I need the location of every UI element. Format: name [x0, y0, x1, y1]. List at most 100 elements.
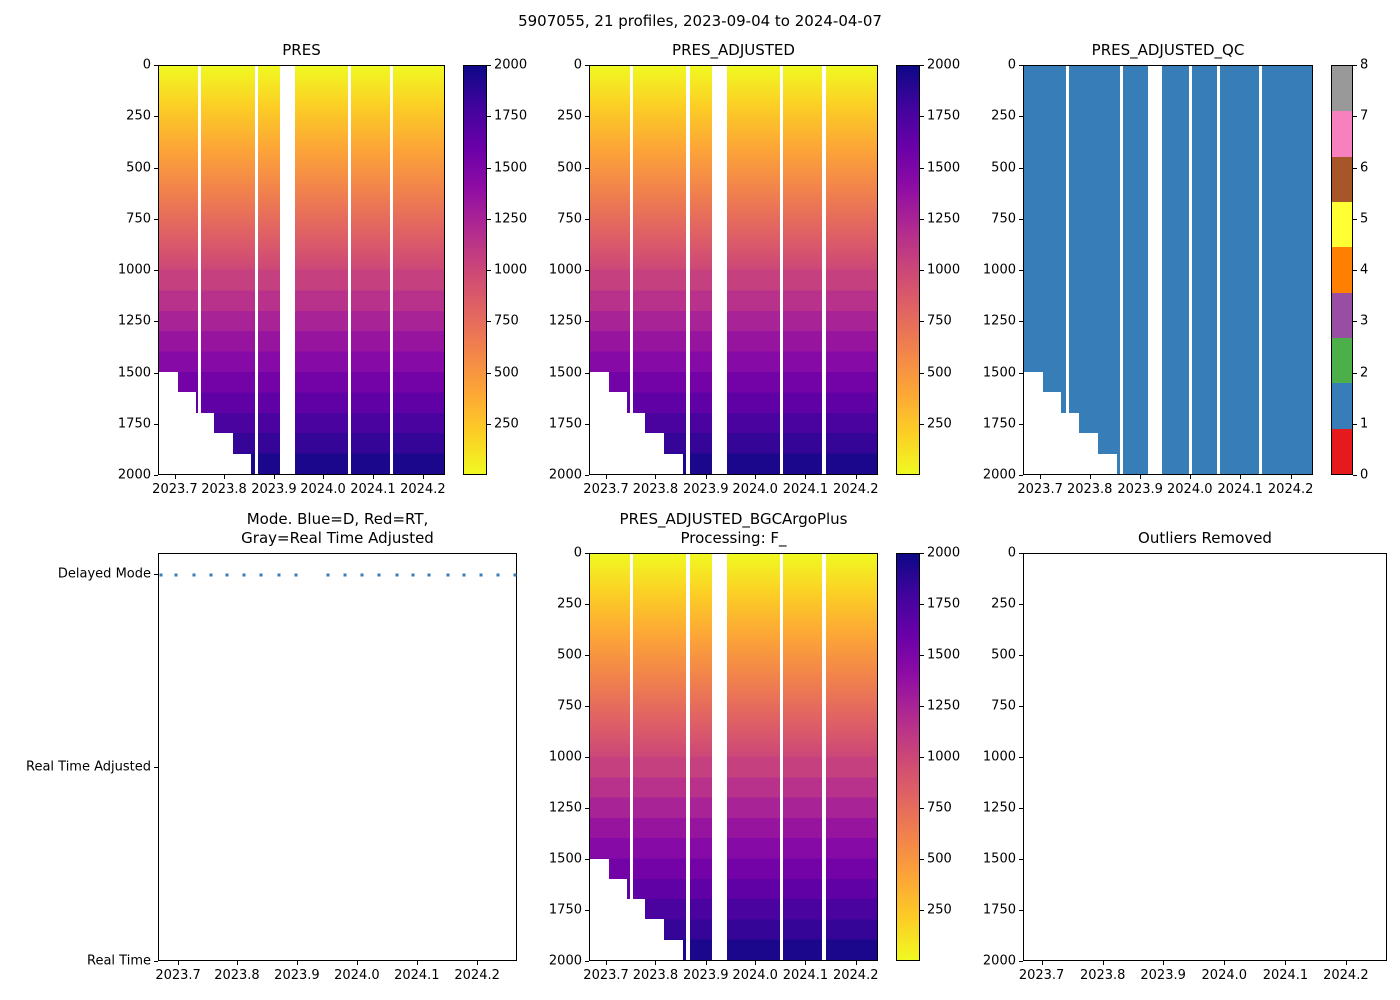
mode-title: Mode. Blue=D, Red=RT, Gray=Real Time Adj… [241, 510, 434, 547]
pres_adjusted_bgc-y-tick-label: 1000 [548, 749, 582, 765]
pres_adjusted-plot-area [589, 65, 878, 475]
pres_adjusted_qc-colorbar-tick-mark [1353, 270, 1357, 271]
pres-colorbar-tick-label: 250 [494, 416, 519, 432]
outliers_removed-y-tick-mark [1019, 655, 1023, 656]
delayed-mode-point-14 [395, 573, 399, 577]
delayed-mode-point-5 [225, 573, 229, 577]
pres_adjusted-x-tick-mark [855, 475, 857, 479]
pres_adjusted_qc-profile-gap-2 [1119, 66, 1124, 474]
pres_adjusted_qc-colorbar-tick-mark [1353, 218, 1357, 220]
pres-colorbar-tick-label: 500 [494, 365, 519, 380]
pres_adjusted-y-tick-label: 1750 [548, 416, 582, 432]
qc-colorbar-segment-6 [1332, 156, 1352, 202]
pres_adjusted-colorbar-tick-mark [920, 116, 924, 118]
pres_adjusted-colorbar-tick-label: 2000 [927, 57, 961, 73]
outliers_removed-y-tick-mark [1019, 910, 1023, 911]
pres_adjusted_bgc-colorbar-tick-label: 500 [927, 851, 952, 867]
pres_adjusted-y-tick-mark [585, 423, 589, 425]
pres_adjusted_qc-x-tick-label: 2023.8 [1066, 482, 1113, 497]
pres_adjusted_bgc-missing-deep-step-1 [590, 858, 609, 960]
pres-profile-gap-3 [280, 66, 296, 474]
mode-x-tick-mark [356, 961, 358, 965]
outliers_removed-y-tick-mark [1019, 757, 1023, 758]
outliers_removed-y-tick-label: 750 [991, 698, 1016, 714]
pres_adjusted_bgc-colorbar-tick-mark [920, 910, 924, 911]
pres_adjusted-y-tick-label: 1500 [548, 365, 582, 380]
delayed-mode-point-17 [446, 573, 450, 577]
pres_adjusted_bgc-profile-gap-3 [711, 554, 728, 960]
pres-colorbar-tick-mark [487, 116, 491, 118]
pres_adjusted_bgc-x-tick-mark [755, 961, 757, 965]
pres-colorbar-tick-mark [487, 321, 491, 323]
pres_adjusted-missing-deep-step-1 [590, 372, 609, 474]
pres_adjusted-colorbar-tick-label: 1250 [927, 211, 961, 227]
pres_adjusted-colorbar-tick-label: 1500 [927, 160, 961, 175]
pres_adjusted_qc-y-tick-mark [1019, 270, 1023, 271]
pres_adjusted-colorbar-tick-mark [920, 423, 924, 425]
pres_adjusted_bgc-y-tick-label: 0 [573, 545, 582, 561]
pres_adjusted_bgc-colorbar-tick-mark [920, 808, 924, 809]
pres_adjusted_qc-profile-gap-4 [1189, 66, 1193, 474]
pres_adjusted_bgc-x-tick-mark [705, 961, 707, 965]
pres-profile-gap-4 [347, 66, 352, 474]
pres-colorbar-tick-label: 750 [494, 313, 519, 329]
mode-x-tick-label: 2024.0 [334, 968, 380, 983]
pres_adjusted-y-tick-mark [585, 475, 589, 476]
pres_adjusted_bgc-x-tick-mark [655, 961, 657, 965]
pres_adjusted-colorbar-tick-mark [920, 65, 924, 66]
pres_adjusted_bgc-profile-gap-5 [822, 554, 826, 960]
pres_adjusted-profile-gap-4 [780, 66, 784, 474]
qc-colorbar-segment-3 [1332, 292, 1352, 338]
qc-colorbar-segment-8 [1332, 66, 1352, 112]
qc-colorbar-segment-7 [1332, 111, 1352, 157]
pres_adjusted_bgc-x-tick-label: 2024.2 [832, 968, 879, 983]
pres_adjusted_bgc-x-tick-label: 2024.1 [782, 968, 829, 983]
pres_adjusted_qc-missing-deep-step-2 [1043, 392, 1062, 474]
pres_adjusted_qc-missing-deep-step-5 [1098, 453, 1118, 474]
pres_adjusted-profile-gap-3 [711, 66, 728, 474]
pres_adjusted_qc-heatmap-fill [1024, 66, 1312, 474]
pres_adjusted_qc-colorbar-tick-label: 0 [1360, 467, 1369, 483]
outliers_removed-y-tick-mark [1019, 706, 1023, 707]
pres_adjusted-y-tick-mark [585, 321, 589, 323]
outliers_removed-y-tick-label: 500 [991, 647, 1016, 663]
mode-plot-area [158, 553, 517, 961]
pres_adjusted_qc-x-tick-mark [1290, 475, 1292, 479]
outliers_removed-y-tick-label: 2000 [982, 953, 1016, 969]
pres-y-tick-label: 750 [126, 211, 151, 227]
pres_adjusted_qc-y-tick-label: 1000 [982, 262, 1016, 278]
delayed-mode-point-13 [377, 573, 381, 577]
pres_adjusted_qc-x-tick-mark [1189, 475, 1191, 479]
mode-x-tick-label: 2024.2 [454, 968, 500, 983]
pres_adjusted-heatmap-fill [590, 66, 877, 474]
outliers_removed-y-tick-mark [1019, 604, 1023, 605]
pres_adjusted_bgc-missing-deep-step-4 [645, 919, 665, 960]
pres_adjusted_qc-y-tick-mark [1019, 116, 1023, 118]
pres-x-tick-mark [323, 475, 325, 479]
pres_adjusted_bgc-y-tick-mark [585, 553, 589, 554]
delayed-mode-point-6 [242, 573, 246, 577]
pres_adjusted_qc-y-tick-label: 250 [991, 108, 1016, 124]
pres_adjusted_qc-colorbar-tick-label: 5 [1360, 211, 1369, 227]
delayed-mode-point-10 [326, 573, 330, 577]
delayed-mode-point-20 [496, 573, 500, 577]
qc-colorbar-segment-0 [1332, 428, 1352, 474]
pres-y-tick-mark [154, 475, 158, 476]
pres_adjusted_bgc-y-tick-label: 1750 [548, 902, 582, 918]
pres-x-tick-label: 2023.7 [152, 482, 198, 497]
pres-x-tick-label: 2024.2 [400, 482, 446, 497]
delayed-mode-point-8 [277, 573, 281, 577]
qc-colorbar-segment-2 [1332, 337, 1352, 384]
pres-y-tick-label: 2000 [117, 467, 151, 483]
pres_adjusted-profile-gap-2 [686, 66, 690, 474]
pres_adjusted_qc-y-tick-mark [1019, 167, 1023, 169]
pres_adjusted-x-tick-label: 2023.8 [632, 482, 679, 497]
pres_adjusted_qc-x-tick-mark [1140, 475, 1142, 479]
pres_adjusted_bgc-y-tick-label: 500 [557, 647, 582, 663]
pres_adjusted_qc-profile-gap-1 [1066, 66, 1070, 474]
pres_adjusted_bgc-colorbar-tick-label: 750 [927, 800, 952, 816]
pres_adjusted_qc-y-tick-mark [1019, 372, 1023, 374]
pres_adjusted_bgc-y-tick-mark [585, 961, 589, 962]
pres-x-tick-mark [224, 475, 225, 479]
